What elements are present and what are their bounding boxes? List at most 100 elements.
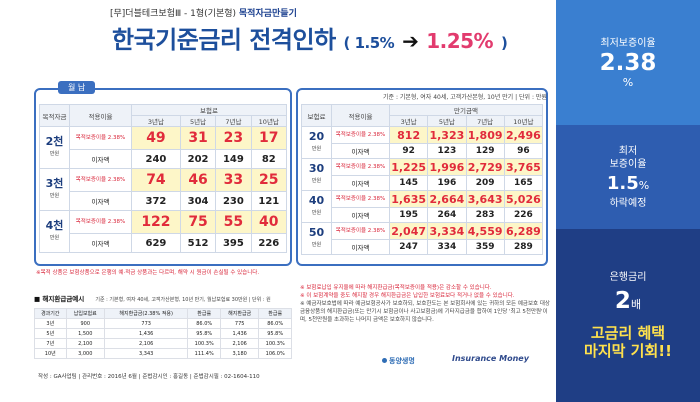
interest-label: 이자액 xyxy=(331,143,390,159)
col-year: 5년납 xyxy=(179,115,217,127)
footer-compliance: 작성 : GA사업팀 | 관리번호 : 2016년 6월 | 준법감시인 : 홍… xyxy=(38,374,260,380)
amount-cell: 1,996 xyxy=(427,158,467,176)
table-header-row: 경과기간 납입보험료 해지환급금(2.38% 적용) 환급률 해지환급금 환급률 xyxy=(34,308,292,319)
premium-cell: 25 xyxy=(250,168,288,192)
tagline-highlight: 목적자금만들기 xyxy=(238,9,297,19)
cell: 106.0% xyxy=(258,348,292,359)
amount-cell: 1,635 xyxy=(388,190,429,208)
cell: 900 xyxy=(65,318,105,329)
amount-cell: 2,729 xyxy=(465,158,505,176)
interest-cell: 247 xyxy=(388,239,429,255)
caution-notes: ※ 보험료납입 유지율에 따라 해지환급금(목적보증이율 적용)은 감소할 수 … xyxy=(300,284,550,324)
interest-cell: 196 xyxy=(427,175,467,191)
col-header: 해지환급금(2.38% 적용) xyxy=(103,308,189,319)
col-header: 납입보험료 xyxy=(65,308,105,319)
rate-drop-box: 최저 보증이율 1.5% 하락예정 xyxy=(556,125,700,229)
rate-drop-label3: 하락예정 xyxy=(609,197,647,209)
amount-cell: 2,496 xyxy=(503,126,544,144)
col-year: 5년납 xyxy=(427,115,467,127)
interest-cell: 334 xyxy=(427,239,467,255)
cell: 100.3% xyxy=(187,338,221,349)
bank-rate-value-row: 2배 xyxy=(615,288,641,314)
surrender-value-section: ■ 해지환급금예시 기준 : 기본형, 여자 40세, 고객가산본형, 10년 … xyxy=(34,286,292,359)
premium-amount: 40 만원 xyxy=(301,190,332,223)
amount-cell: 3,334 xyxy=(427,222,467,240)
cell: 86.0% xyxy=(258,318,292,329)
cell: 2,100 xyxy=(65,338,105,349)
cell: 3,343 xyxy=(103,348,189,359)
premium-amount: 50 만원 xyxy=(301,222,332,255)
maturity-table: 보험료 적용이율 만기금액 3년납 5년납 7년납 10년납 20 만원 목적보증… xyxy=(301,104,544,255)
amount-cell: 812 xyxy=(388,126,429,144)
monthly-premium-panel: 월 납 목적자금 적용이율 보험료 3년납 5년납 7년납 10년납 2천 만원 xyxy=(34,81,292,266)
amount-cell: 4,559 xyxy=(465,222,505,240)
premium-cell: 40 xyxy=(250,210,288,234)
caution-line: ※ 예금자보호법에 따라 예금보험공사가 보호하되, 보호한도는 본 보험회사에… xyxy=(300,301,550,323)
table-row: 이자액 145 196 209 165 xyxy=(302,175,544,191)
min-guarantee-unit: % xyxy=(622,75,634,89)
amount-cell: 3,643 xyxy=(465,190,505,208)
interest-cell: 230 xyxy=(215,191,252,211)
col-header: 환급률 xyxy=(187,308,221,319)
surrender-title-row: ■ 해지환급금예시 기준 : 기본형, 여자 40세, 고객가산본형, 10년 … xyxy=(34,286,292,305)
interest-cell: 145 xyxy=(388,175,429,191)
rate-drop-value: 1.5 xyxy=(606,172,639,194)
cell: 7년 xyxy=(34,338,67,349)
table-row: 이자액 629 512 395 226 xyxy=(40,233,288,253)
rate-close: ) xyxy=(500,34,508,52)
promo-line1: 고금리 혜택 xyxy=(590,324,666,342)
cell: 86.0% xyxy=(187,318,221,329)
headline-text: 한국기준금리 전격인하 xyxy=(112,26,336,54)
interest-cell: 209 xyxy=(465,175,505,191)
col-header: 해지환급금 xyxy=(219,308,260,319)
interest-cell: 226 xyxy=(250,233,288,253)
maturity-amount-panel: 보험료 적용이율 만기금액 3년납 5년납 7년납 10년납 20 만원 목적보증… xyxy=(296,88,548,266)
table-row: 3년 900 773 86.0% 775 86.0% xyxy=(34,318,292,329)
table-row: 20 만원 목적보증이율 2.38% 812 1,323 1,809 2,496 xyxy=(301,126,544,159)
amount-cell: 1,809 xyxy=(465,126,505,144)
premium-cell: 23 xyxy=(215,126,252,150)
rate-label: 목적보증이율 2.38% xyxy=(331,126,390,144)
premium-cell: 122 xyxy=(131,210,181,234)
table-row: 30 만원 목적보증이율 2.38% 1,225 1,996 2,729 3,76… xyxy=(301,158,544,191)
premium-table: 목적자금 적용이율 보험료 3년납 5년납 7년납 10년납 2천 만원 목적보증… xyxy=(39,104,288,253)
min-guarantee-box: 최저보증이율 2.38 % xyxy=(556,0,700,125)
interest-cell: 129 xyxy=(465,143,505,159)
bank-rate-unit: 배 xyxy=(630,298,642,311)
col-header: 환급률 xyxy=(258,308,292,319)
amount-cell: 2,664 xyxy=(427,190,467,208)
interest-cell: 359 xyxy=(465,239,505,255)
interest-cell: 92 xyxy=(388,143,429,159)
interest-cell: 149 xyxy=(215,149,252,169)
premium-amount: 20 만원 xyxy=(301,126,332,159)
col-year: 3년납 xyxy=(131,115,181,127)
interest-label: 이자액 xyxy=(69,149,132,169)
premium-cell: 17 xyxy=(250,126,288,150)
table-row: 이자액 195 264 283 226 xyxy=(302,207,544,223)
cell: 10년 xyxy=(34,348,67,359)
interest-label: 이자액 xyxy=(331,175,390,191)
interest-cell: 96 xyxy=(503,143,544,159)
col-year: 7년납 xyxy=(215,115,252,127)
interest-cell: 165 xyxy=(503,175,544,191)
arrow-icon: ➔ xyxy=(402,29,419,53)
promo-line2: 마지막 기회!! xyxy=(584,342,672,360)
interest-cell: 283 xyxy=(465,207,505,223)
caution-line: ※ 이 보험계약을 중도 해지할 경우 해지환급금은 납입한 보험료보다 적거나… xyxy=(300,293,515,299)
interest-label: 이자액 xyxy=(331,239,390,255)
amount-cell: 5,026 xyxy=(503,190,544,208)
col-rate: 적용이율 xyxy=(69,104,132,127)
bank-rate-value: 2 xyxy=(614,288,631,314)
rate-label: 목적보증이율 2.38% xyxy=(69,210,132,234)
interest-label: 이자액 xyxy=(331,207,390,223)
interest-cell: 202 xyxy=(179,149,217,169)
target-amount: 2천 만원 xyxy=(39,126,70,169)
tagline-product: [무]더블테크보험Ⅲ - 1형(기본형) xyxy=(110,9,237,19)
amount-cell: 1,225 xyxy=(388,158,429,176)
interest-cell: 264 xyxy=(427,207,467,223)
interest-cell: 82 xyxy=(250,149,288,169)
rate-new: 1.25% xyxy=(426,29,494,53)
premium-cell: 33 xyxy=(215,168,252,192)
table-row: 2천 만원 목적보증이율 2.38% 49 31 23 17 xyxy=(39,126,288,169)
surrender-title: ■ 해지환급금예시 xyxy=(34,295,85,303)
